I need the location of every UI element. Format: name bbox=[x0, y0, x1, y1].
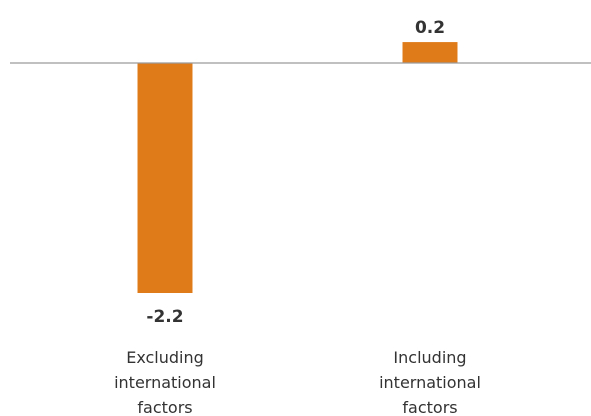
category-label-2-line-3: factors bbox=[402, 398, 457, 416]
value-labels-group: -2.2 0.2 bbox=[146, 18, 445, 327]
category-labels-group: Excluding international factors Including in… bbox=[114, 348, 481, 416]
category-label-1-line-2: international bbox=[114, 373, 216, 392]
category-label-1-line-1: Excluding bbox=[126, 348, 204, 367]
bars-group bbox=[137, 42, 458, 293]
bar-2 bbox=[402, 42, 458, 63]
category-label-2-line-2: international bbox=[379, 373, 481, 392]
category-label-2-line-1: Including bbox=[393, 348, 466, 367]
bar-1 bbox=[137, 63, 193, 293]
value-label-1: -2.2 bbox=[146, 307, 183, 327]
value-label-2: 0.2 bbox=[415, 18, 445, 38]
category-label-1-line-3: factors bbox=[137, 398, 192, 416]
